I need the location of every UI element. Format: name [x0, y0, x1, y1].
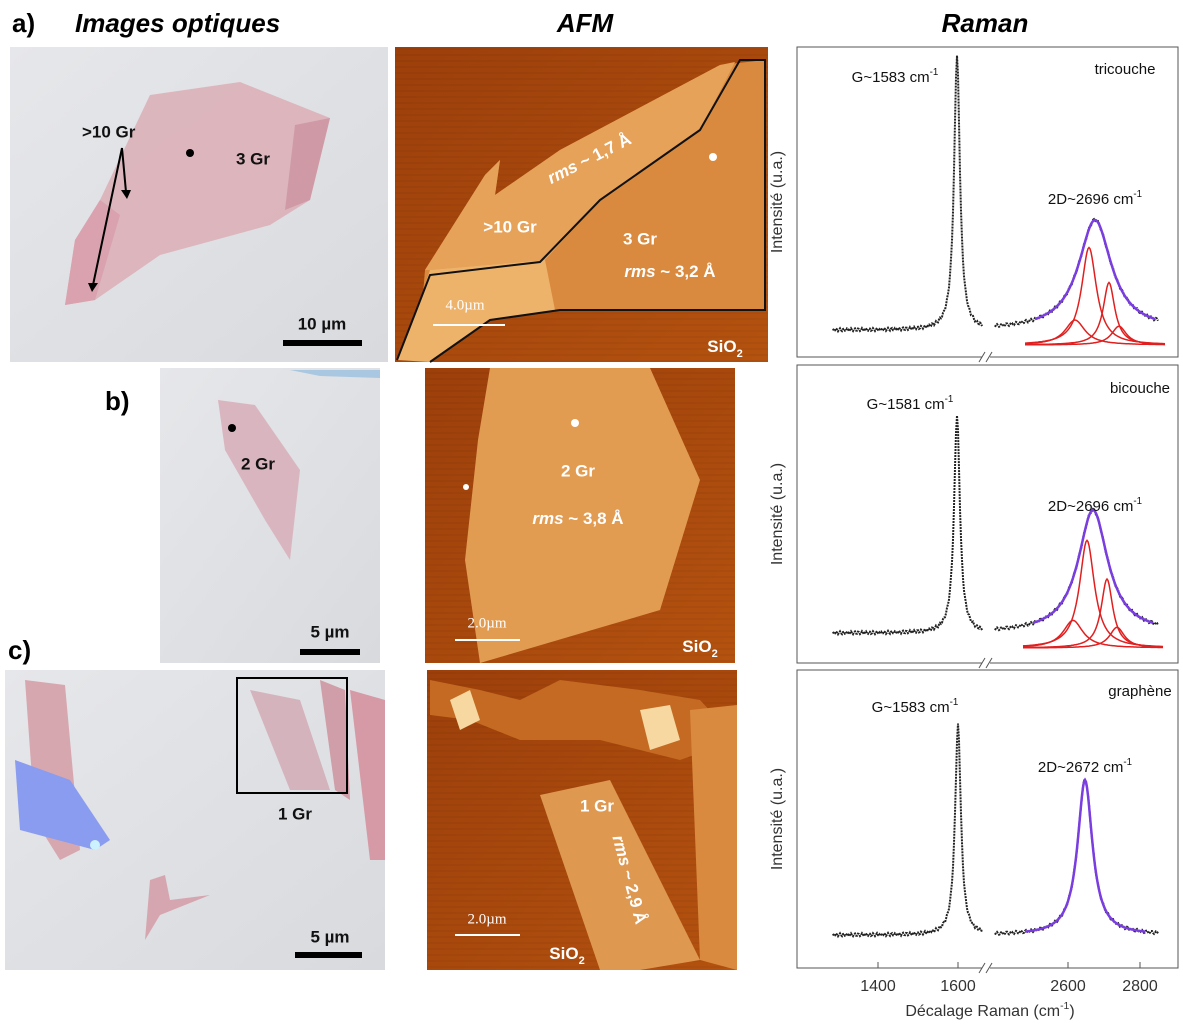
- peak-label-part: -1: [950, 697, 959, 708]
- peak-label-part: G~1583 cm: [872, 699, 950, 716]
- rms-label-part: rms: [532, 509, 563, 528]
- peak-label-part: 2D~2696 cm: [1048, 498, 1133, 515]
- panel-label: b): [105, 386, 130, 416]
- x-tick-label: 2800: [1122, 978, 1158, 995]
- peak-label: G~1583 cm-1: [852, 67, 939, 86]
- peak-label-part: -1: [1123, 757, 1132, 768]
- raman-curves: [832, 55, 1166, 974]
- flake-label: >10 Gr: [82, 122, 136, 141]
- peak-label: 2D~2696 cm-1: [1048, 496, 1142, 515]
- axis-break: [985, 962, 993, 974]
- substrate-label: SiO2: [549, 944, 584, 966]
- x-tick-label: 1600: [940, 978, 976, 995]
- afm-image-b: [425, 368, 735, 663]
- peak-label-part: -1: [945, 394, 954, 405]
- flake-label: 3 Gr: [623, 229, 657, 248]
- y-axis-label: Intensité (u.a.): [769, 463, 786, 565]
- peak-label-part: -1: [1133, 496, 1142, 507]
- x-axis-label-part: ): [1069, 1003, 1074, 1020]
- substrate-label-part: 2: [579, 955, 585, 967]
- x-axis-label-part: Décalage Raman (cm: [905, 1003, 1060, 1020]
- substrate-label-part: SiO: [707, 337, 736, 356]
- substrate-label: SiO2: [682, 637, 717, 659]
- axis-break: [982, 657, 990, 669]
- fit-component: [1023, 626, 1163, 649]
- substrate-label-part: 2: [712, 648, 718, 660]
- rms-label-part: ~ 3,2 Å: [656, 262, 716, 281]
- axis-break: [978, 657, 986, 669]
- axis-break: [985, 351, 993, 363]
- panel-label: a): [12, 8, 35, 38]
- axis-break: [978, 962, 986, 974]
- x-axis-label-part: -1: [1060, 1001, 1069, 1012]
- layer-label: tricouche: [1095, 61, 1156, 78]
- substrate-label-part: SiO: [682, 637, 711, 656]
- optical-image-c: [5, 670, 385, 970]
- scale-bar-label: 5 µm: [310, 622, 349, 641]
- panel-label: c): [8, 635, 31, 665]
- peak-label-part: -1: [1133, 189, 1142, 200]
- y-axis-label: Intensité (u.a.): [769, 768, 786, 870]
- scale-bar-label: 4.0µm: [445, 297, 484, 313]
- peak-label-part: 2D~2696 cm: [1048, 191, 1133, 208]
- substrate-label-part: 2: [737, 348, 743, 360]
- peak-label: G~1581 cm-1: [867, 394, 954, 413]
- flake-label: 3 Gr: [236, 149, 270, 168]
- axis-break: [978, 351, 986, 363]
- fit-envelope: [1034, 218, 1156, 321]
- fit-component: [1022, 619, 1163, 649]
- peak-label: 2D~2672 cm-1: [1038, 757, 1132, 776]
- column-title: Images optiques: [75, 8, 280, 38]
- flake-label: >10 Gr: [483, 217, 537, 236]
- g-band-curve: [832, 55, 983, 334]
- fit-envelope: [1024, 777, 1146, 933]
- axis-break: [982, 962, 990, 974]
- scale-bar-label: 10 µm: [298, 314, 347, 333]
- flake-label: 2 Gr: [241, 454, 275, 473]
- g-band-curve: [832, 415, 983, 637]
- layer-label: graphène: [1108, 683, 1171, 700]
- x-axis-label: Décalage Raman (cm-1): [905, 1001, 1074, 1020]
- raman-frames: [796, 46, 1179, 969]
- column-title: Raman: [942, 8, 1029, 38]
- fit-envelope: [1032, 508, 1154, 624]
- optical-image-a: [10, 47, 388, 362]
- peak-label: 2D~2696 cm-1: [1048, 189, 1142, 208]
- afm-image-a: [395, 47, 768, 363]
- substrate-label: SiO2: [707, 337, 742, 359]
- g-band-curve: [832, 723, 983, 939]
- flake-label: 2 Gr: [561, 461, 595, 480]
- flake-label: 1 Gr: [278, 804, 312, 823]
- scale-bar-label: 2.0µm: [467, 911, 506, 927]
- rms-label-part: ~ 3,8 Å: [564, 509, 624, 528]
- axis-break: [982, 351, 990, 363]
- x-tick-label: 2600: [1050, 978, 1086, 995]
- fit-component: [1025, 325, 1165, 346]
- column-title: AFM: [556, 8, 615, 38]
- layer-label: bicouche: [1110, 380, 1170, 397]
- rms-label: rms ~ 3,2 Å: [624, 262, 715, 281]
- scale-bar-label: 5 µm: [310, 927, 349, 946]
- peak-label-part: G~1581 cm: [867, 396, 945, 413]
- y-axis-label: Intensité (u.a.): [769, 151, 786, 253]
- optical-image-b: [160, 368, 380, 663]
- substrate-label-part: SiO: [549, 944, 578, 963]
- rms-label: rms ~ 3,8 Å: [532, 509, 623, 528]
- axis-break: [985, 657, 993, 669]
- peak-label-part: G~1583 cm: [852, 69, 930, 86]
- peak-label-part: -1: [930, 67, 939, 78]
- x-tick-label: 1400: [860, 978, 896, 995]
- flake-label: 1 Gr: [580, 796, 614, 815]
- afm-image-c: [427, 670, 737, 970]
- peak-label-part: 2D~2672 cm: [1038, 759, 1123, 776]
- fit-component: [1025, 319, 1165, 346]
- peak-label: G~1583 cm-1: [872, 697, 959, 716]
- rms-label-part: rms: [624, 262, 655, 281]
- scale-bar-label: 2.0µm: [467, 615, 506, 631]
